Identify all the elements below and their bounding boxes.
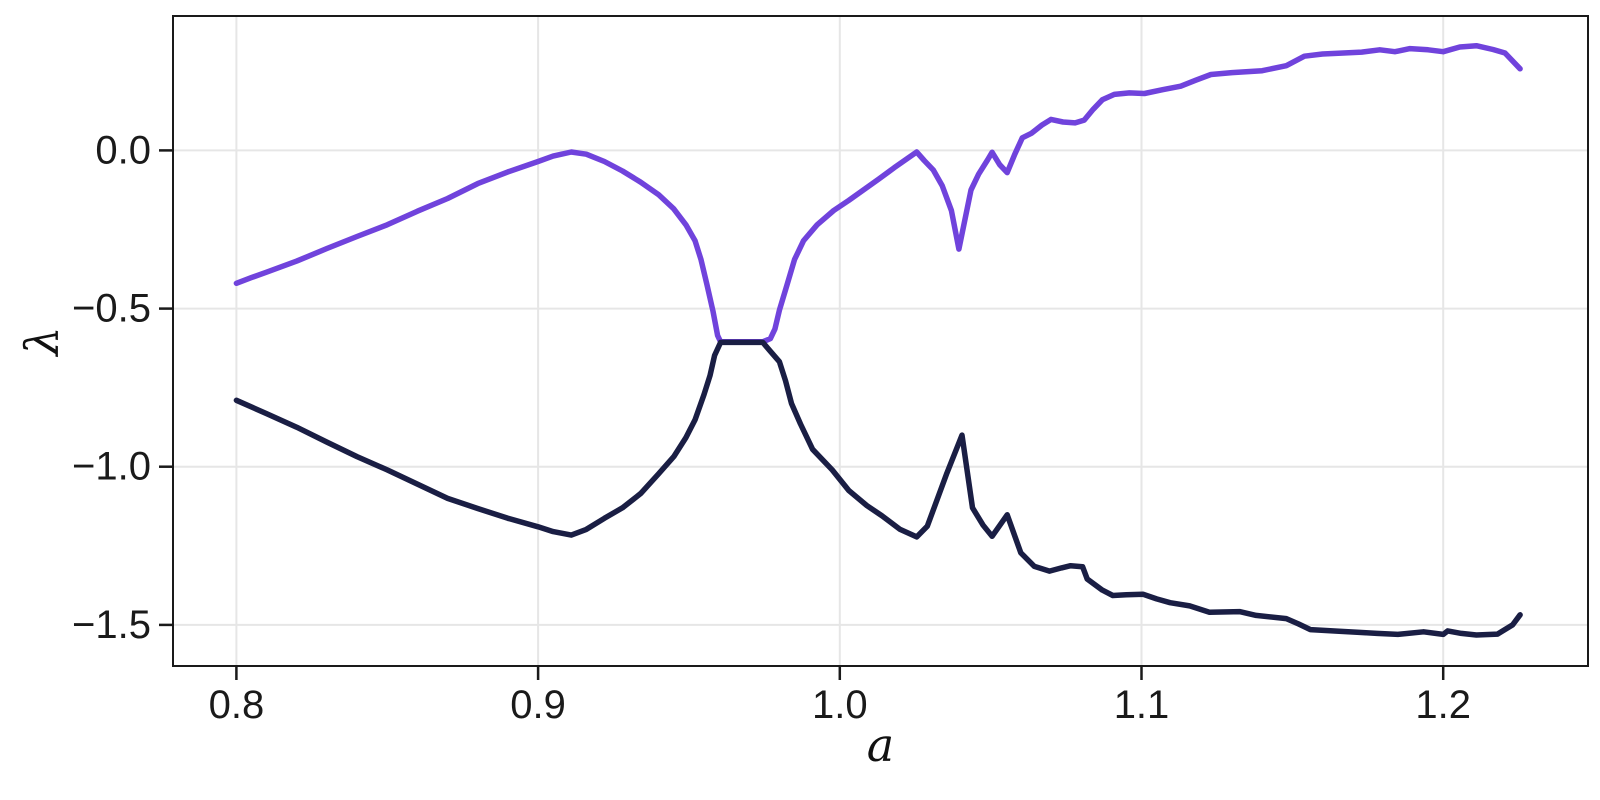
series-line-1 [233,42,1523,345]
y-tick-label: 0.0 [95,128,151,172]
plot-frame [172,15,1589,667]
y-tick-label: −0.5 [72,287,151,331]
x-axis-label: a [866,718,895,772]
x-tick-label: 1.1 [1114,683,1170,727]
x-tick-label: 1.0 [812,683,868,727]
series-line-2 [233,339,1523,638]
x-tick-label: 0.9 [510,683,566,727]
y-axis-label: λ [15,326,69,356]
y-tick-label: −1.0 [72,445,151,489]
x-tick-label: 1.2 [1415,683,1471,727]
y-tick-label: −1.5 [72,603,151,647]
x-tick-label: 0.8 [209,683,265,727]
